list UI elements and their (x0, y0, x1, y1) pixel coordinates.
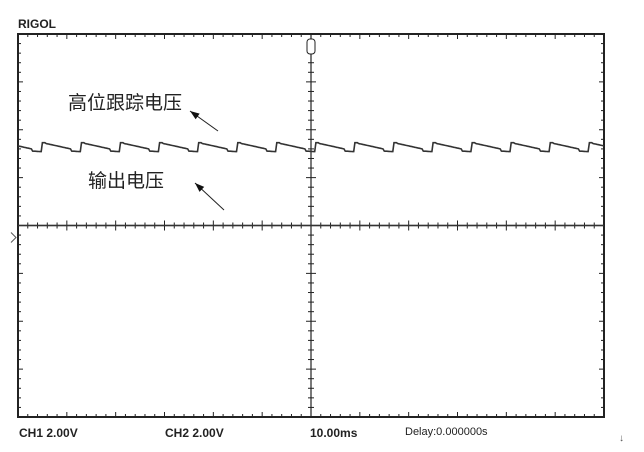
timebase: 10.00ms (310, 426, 358, 440)
ground-level-marker (10, 232, 17, 243)
annotation-arrow-output-head (195, 183, 205, 192)
series-high-tracking-voltage (17, 141, 605, 153)
annotation-high-tracking-voltage: 高位跟踪电压 (68, 92, 183, 114)
ch2-scale: CH2 2.00V (165, 426, 224, 440)
delay-readout: Delay:0.000000s (405, 426, 488, 438)
brand-logo: RIGOL (18, 17, 56, 31)
ch1-scale: CH1 2.00V (19, 426, 78, 440)
paragraph-mark: ↓ (619, 433, 624, 444)
annotation-arrow-high-head (190, 111, 200, 120)
annotation-output-voltage: 输出电压 (88, 170, 165, 192)
trigger-position-marker (306, 38, 316, 55)
